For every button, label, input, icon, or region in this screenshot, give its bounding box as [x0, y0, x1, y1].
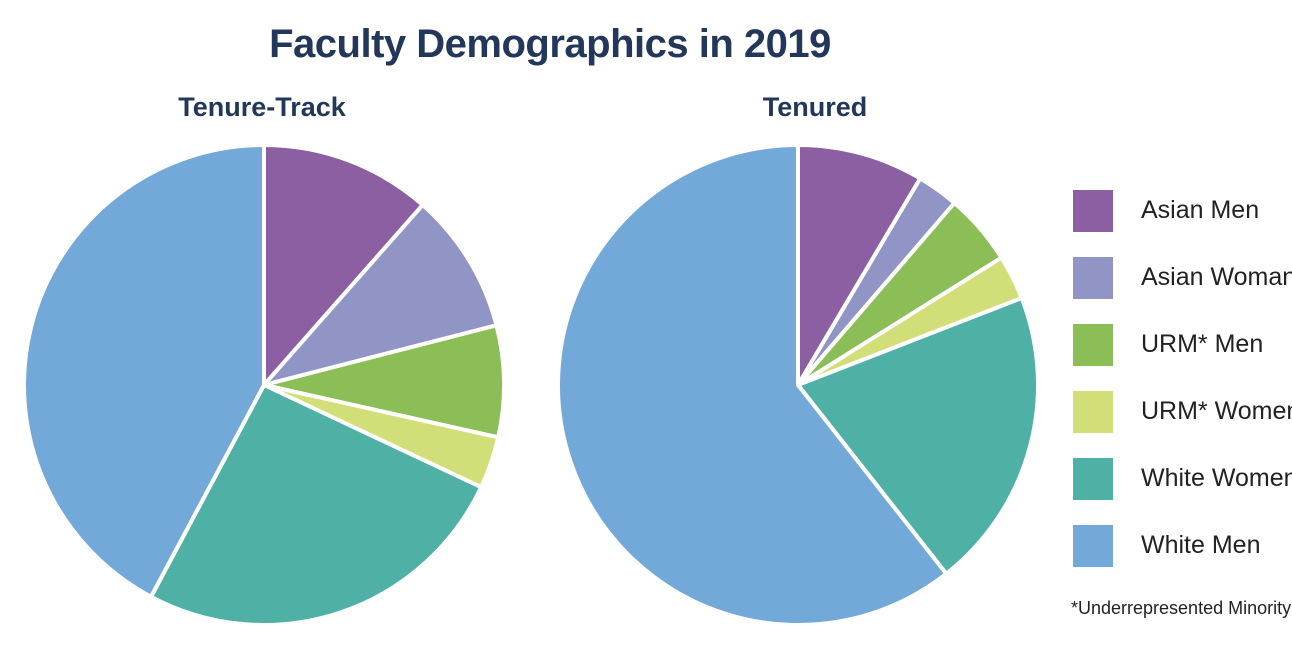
slice-tenure-track-white-men: [22, 143, 266, 599]
legend-label: White Men: [1141, 531, 1261, 559]
slice-tenured-white-women: [796, 296, 1041, 576]
pie-tenure-track: [22, 143, 506, 627]
pie-tenured: [556, 143, 1041, 627]
footnote: *Underrepresented Minority: [1071, 598, 1292, 618]
legend-swatch-asian-men: [1073, 190, 1113, 232]
legend-swatch-white-men: [1073, 525, 1113, 567]
legend-label: Asian Men: [1141, 196, 1260, 224]
slice-tenure-track-urm-men: [262, 323, 506, 440]
legend-label: White Women: [1141, 464, 1292, 492]
pie-charts: [22, 143, 1041, 627]
slice-tenured-white-men: [556, 143, 949, 627]
slice-tenured-asian-men: [796, 143, 923, 387]
legend-swatch-asian-woman: [1073, 257, 1113, 299]
legend-swatch-urm-men: [1073, 324, 1113, 366]
legend-label: Asian Woman: [1141, 263, 1292, 291]
legend-label: URM* Men: [1141, 330, 1264, 358]
slice-tenure-track-asian-men: [262, 143, 425, 387]
legend-swatch-urm-women: [1073, 391, 1113, 433]
legend-label: URM* Women: [1141, 397, 1292, 425]
chart-title: Faculty Demographics in 2019: [269, 22, 831, 66]
legend-swatch-white-women: [1073, 458, 1113, 500]
pie-title-tenure-track: Tenure-Track: [178, 92, 346, 122]
pie-title-tenured: Tenured: [762, 92, 868, 122]
